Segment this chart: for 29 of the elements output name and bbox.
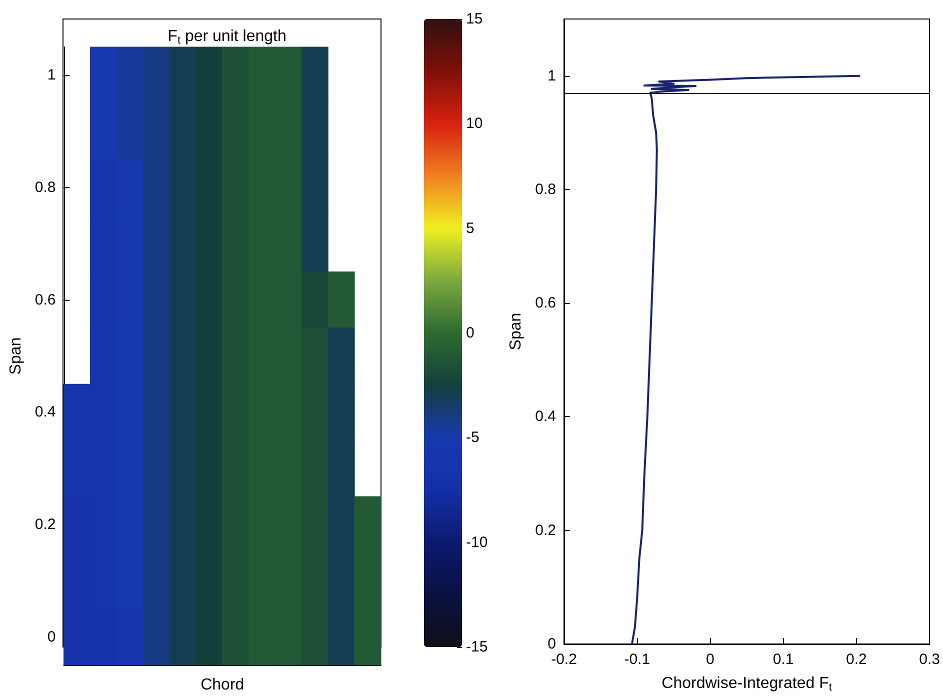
color-bar-label: -15 bbox=[466, 638, 488, 656]
color-bar-label: 15 bbox=[466, 10, 483, 28]
y-tick-label: 1 bbox=[47, 66, 56, 84]
line-series bbox=[630, 74, 862, 645]
y-tick-label: 0.8 bbox=[535, 180, 556, 198]
y-tick-label: 0.2 bbox=[535, 522, 556, 539]
y-axis-title: Span bbox=[508, 312, 524, 350]
y-tick-label: 0 bbox=[47, 628, 56, 646]
x-tick-label: 0 bbox=[706, 651, 714, 668]
x-tick-label: 0.3 bbox=[919, 651, 940, 668]
x-axis-title: Chord bbox=[200, 676, 244, 694]
color-bar-label: -5 bbox=[466, 429, 480, 446]
color-bar-label: 10 bbox=[466, 115, 483, 132]
y-tick-label: 0.6 bbox=[34, 291, 56, 308]
x-tick-label: -0.2 bbox=[551, 651, 577, 668]
y-tick-label: 0.4 bbox=[535, 408, 556, 426]
y-tick-label: 0.8 bbox=[34, 178, 56, 196]
y-tick-label: 1 bbox=[548, 67, 556, 84]
y-tick-label: 0.6 bbox=[535, 294, 556, 312]
color-bar-label: -10 bbox=[466, 534, 488, 551]
y-tick-label: 0.2 bbox=[34, 516, 56, 534]
x-tick-label: 0.1 bbox=[772, 651, 794, 668]
x-tick-label: -0.1 bbox=[624, 651, 650, 668]
color-bar-label: 5 bbox=[466, 220, 474, 237]
x-tick-label: 0.2 bbox=[846, 651, 867, 668]
y-axis-title: Span bbox=[8, 337, 24, 375]
y-tick-label: 0 bbox=[548, 636, 556, 652]
color-bar-label: 0 bbox=[466, 324, 474, 342]
y-tick-label: 0.4 bbox=[34, 404, 56, 421]
